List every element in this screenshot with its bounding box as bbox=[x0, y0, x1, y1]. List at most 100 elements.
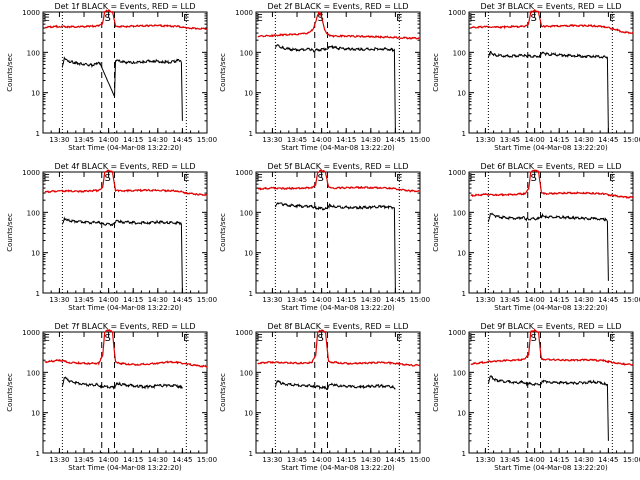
interval-marker-label: S bbox=[317, 13, 323, 24]
x-tick-label: 14:45 bbox=[598, 296, 618, 304]
x-tick-label: 14:00 bbox=[99, 456, 119, 464]
y-axis-label: Counts/sec bbox=[432, 213, 440, 252]
events-line bbox=[61, 56, 183, 121]
x-tick-label: 14:45 bbox=[172, 296, 192, 304]
y-tick-label: 10 bbox=[457, 250, 466, 258]
interval-marker-label: E bbox=[469, 13, 475, 24]
y-axis-label: Counts/sec bbox=[432, 53, 440, 92]
x-tick-label: 14:15 bbox=[549, 456, 569, 464]
interval-marker-label: E bbox=[609, 13, 615, 24]
interval-marker-label: E bbox=[396, 333, 402, 344]
x-tick-label: 13:45 bbox=[74, 136, 94, 144]
y-tick-label: 10 bbox=[244, 90, 253, 98]
interval-marker-label: E bbox=[469, 333, 475, 344]
x-tick-label: 15:00 bbox=[410, 296, 430, 304]
chart-panel: Det 8f BLACK = Events, RED = LLD 1 10 100 10… bbox=[219, 322, 430, 472]
y-tick-label: 10 bbox=[457, 90, 466, 98]
x-tick-label: 14:00 bbox=[99, 296, 119, 304]
x-tick-label: 14:00 bbox=[525, 456, 545, 464]
interval-marker-label: E bbox=[396, 173, 402, 184]
y-tick-label: 100 bbox=[453, 49, 466, 57]
x-tick-label: 13:45 bbox=[500, 456, 520, 464]
x-axis-label: Start Time (04-Mar-08 13:22:20) bbox=[68, 464, 182, 472]
x-tick-label: 15:00 bbox=[197, 456, 217, 464]
y-axis-label: Counts/sec bbox=[6, 53, 14, 92]
x-tick-label: 14:15 bbox=[336, 296, 356, 304]
x-axis-label: Start Time (04-Mar-08 13:22:20) bbox=[281, 144, 395, 152]
x-tick-label: 14:15 bbox=[549, 136, 569, 144]
events-line bbox=[274, 202, 396, 294]
interval-marker-label: E bbox=[609, 173, 615, 184]
x-tick-label: 15:00 bbox=[197, 136, 217, 144]
x-tick-label: 13:45 bbox=[500, 136, 520, 144]
x-axis-label: Start Time (04-Mar-08 13:22:20) bbox=[281, 464, 395, 472]
y-tick-label: 10 bbox=[244, 410, 253, 418]
x-tick-label: 13:30 bbox=[475, 296, 495, 304]
events-line bbox=[61, 216, 183, 294]
interval-marker-label: E bbox=[469, 173, 475, 184]
x-tick-label: 13:30 bbox=[262, 456, 282, 464]
lld-line bbox=[470, 8, 634, 35]
y-tick-label: 1 bbox=[36, 450, 40, 458]
interval-marker-label: S bbox=[104, 333, 110, 344]
y-axis-label: Counts/sec bbox=[219, 213, 227, 252]
x-tick-label: 13:30 bbox=[475, 136, 495, 144]
x-axis-label: Start Time (04-Mar-08 13:22:20) bbox=[68, 144, 182, 152]
y-tick-label: 1000 bbox=[235, 9, 253, 17]
y-tick-label: 1 bbox=[462, 450, 466, 458]
x-tick-label: 15:00 bbox=[623, 136, 640, 144]
y-tick-label: 100 bbox=[240, 369, 253, 377]
x-tick-label: 14:00 bbox=[99, 136, 119, 144]
chart-title: Det 4f BLACK = Events, RED = LLD bbox=[54, 162, 195, 171]
lld-line bbox=[470, 328, 634, 367]
y-tick-label: 10 bbox=[457, 410, 466, 418]
interval-marker-label: E bbox=[256, 333, 262, 344]
interval-marker-label: S bbox=[104, 13, 110, 24]
x-tick-label: 14:45 bbox=[172, 136, 192, 144]
events-line bbox=[487, 50, 609, 134]
lld-line bbox=[257, 10, 421, 40]
lld-line bbox=[44, 328, 208, 368]
x-tick-label: 13:45 bbox=[287, 456, 307, 464]
chart-panel: Det 1f BLACK = Events, RED = LLD 1 10 100 10… bbox=[6, 2, 217, 152]
x-tick-label: 15:00 bbox=[410, 456, 430, 464]
x-tick-label: 14:15 bbox=[123, 456, 143, 464]
x-tick-label: 14:30 bbox=[361, 136, 381, 144]
x-tick-label: 13:45 bbox=[287, 136, 307, 144]
x-tick-label: 14:00 bbox=[525, 296, 545, 304]
x-tick-label: 14:30 bbox=[574, 456, 594, 464]
y-tick-label: 100 bbox=[453, 209, 466, 217]
y-tick-label: 100 bbox=[240, 209, 253, 217]
lld-line bbox=[257, 328, 421, 367]
x-tick-label: 13:45 bbox=[74, 296, 94, 304]
x-tick-label: 14:45 bbox=[385, 296, 405, 304]
x-tick-label: 13:45 bbox=[287, 296, 307, 304]
y-tick-label: 10 bbox=[31, 410, 40, 418]
chart-title: Det 6f BLACK = Events, RED = LLD bbox=[480, 162, 621, 171]
interval-marker-label: S bbox=[530, 333, 536, 344]
x-tick-label: 14:30 bbox=[361, 456, 381, 464]
x-tick-label: 14:45 bbox=[598, 456, 618, 464]
chart-title: Det 8f BLACK = Events, RED = LLD bbox=[267, 322, 408, 331]
x-axis-label: Start Time (04-Mar-08 13:22:20) bbox=[494, 144, 608, 152]
chart-panel: Det 7f BLACK = Events, RED = LLD 1 10 100 10… bbox=[6, 322, 217, 472]
y-tick-label: 1000 bbox=[235, 329, 253, 337]
x-tick-label: 14:15 bbox=[336, 136, 356, 144]
y-tick-label: 1000 bbox=[448, 329, 466, 337]
chart-panel: Det 9f BLACK = Events, RED = LLD 1 10 100 10… bbox=[432, 322, 640, 472]
interval-marker-label: E bbox=[43, 13, 49, 24]
chart-title: Det 7f BLACK = Events, RED = LLD bbox=[54, 322, 195, 331]
interval-marker-label: S bbox=[317, 173, 323, 184]
interval-marker-label: E bbox=[183, 13, 189, 24]
x-tick-label: 14:30 bbox=[148, 136, 168, 144]
chart-title: Det 1f BLACK = Events, RED = LLD bbox=[54, 2, 195, 11]
y-tick-label: 1 bbox=[249, 290, 253, 298]
interval-marker-label: S bbox=[104, 173, 110, 184]
y-tick-label: 1000 bbox=[22, 329, 40, 337]
x-tick-label: 14:15 bbox=[549, 296, 569, 304]
chart-panel: Det 6f BLACK = Events, RED = LLD 1 10 100 10… bbox=[432, 162, 640, 312]
x-tick-label: 15:00 bbox=[623, 456, 640, 464]
y-axis-label: Counts/sec bbox=[6, 373, 14, 412]
x-tick-label: 13:30 bbox=[49, 456, 69, 464]
